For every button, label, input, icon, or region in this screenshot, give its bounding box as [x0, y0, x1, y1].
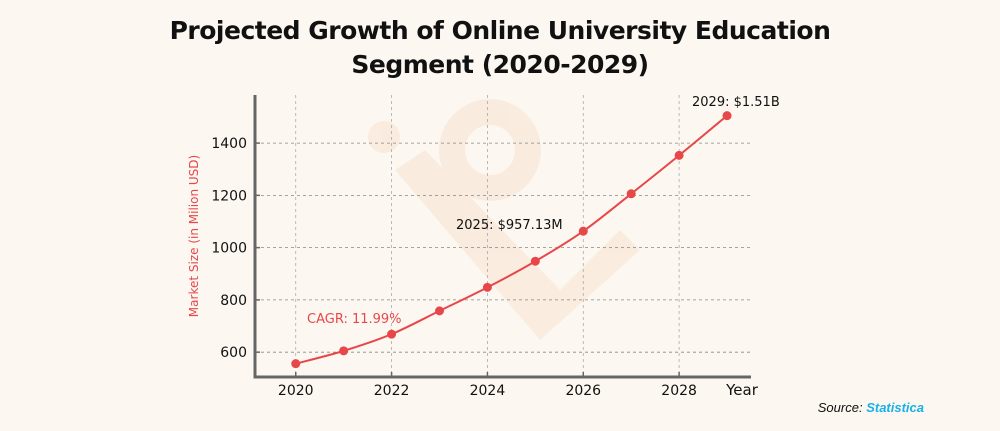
series-line: [295, 114, 728, 365]
data-point: [482, 282, 492, 292]
y-tick-label: 800: [220, 293, 247, 309]
x-axis-label: Year: [725, 381, 759, 399]
source-note: Source: Statistica: [818, 400, 924, 415]
y-tick-label: 600: [220, 345, 247, 361]
y-tick-label: 1400: [211, 136, 247, 152]
data-point: [339, 346, 349, 356]
data-point: [722, 111, 732, 121]
data-point: [674, 150, 684, 160]
data-point: [291, 359, 301, 369]
annotation-2029: 2029: $1.51B: [692, 95, 780, 110]
x-tick-label: 2020: [278, 383, 314, 399]
data-point: [578, 226, 588, 236]
data-point: [435, 306, 445, 316]
x-tick-label: 2026: [565, 383, 601, 399]
y-tick-label: 1000: [211, 241, 247, 257]
chart-title-line-1: Projected Growth of Online University Ed…: [169, 16, 831, 45]
chart-title-line-2: Segment (2020-2029): [351, 50, 649, 79]
x-tick-label: 2024: [470, 383, 506, 399]
y-axis-label: Market Size (in Milion USD): [187, 155, 201, 317]
x-tick-label: 2028: [661, 383, 697, 399]
watermark-logo: [368, 99, 640, 340]
tick-labels: 600 800 1000 1200 1400 2020 2022 2024 2026 2028: [211, 136, 697, 399]
data-point: [387, 329, 397, 339]
axes: [253, 95, 751, 379]
y-tick-label: 1200: [211, 188, 247, 204]
source-label: Source:: [817, 400, 863, 415]
annotation-cagr: CAGR: 11.99%: [307, 312, 402, 327]
chart-title: Projected Growth of Online University Ed…: [0, 14, 1000, 82]
annotation-2025: 2025: $957.13M: [456, 218, 563, 233]
data-point: [530, 256, 540, 266]
x-tick-label: 2022: [374, 383, 410, 399]
data-point: [626, 189, 636, 199]
source-link[interactable]: Statistica: [866, 400, 924, 415]
data-points: [291, 111, 732, 369]
